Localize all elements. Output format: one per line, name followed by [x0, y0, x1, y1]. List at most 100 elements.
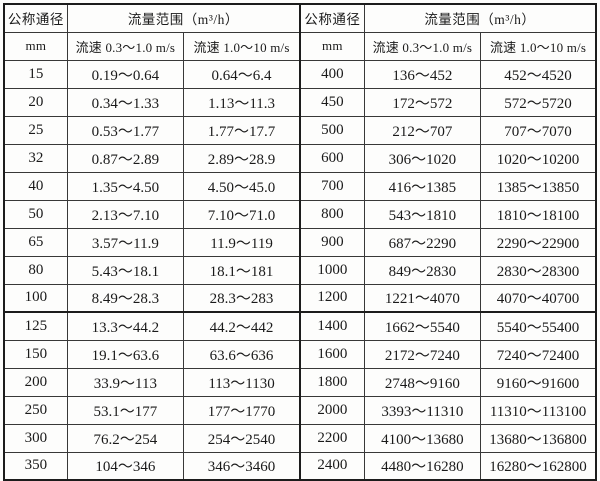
flow-cell: 452～4520 — [480, 59, 597, 89]
flow-cell: 849～2830 — [363, 255, 482, 285]
flow-cell: 687～2290 — [363, 227, 482, 257]
high-velocity-header-right: 流速 1.0～10 m/s — [480, 31, 597, 61]
table-row: 32 0.87～2.89 2.89～28.9 600 306～1020 1020～1020… — [3, 143, 597, 173]
table-body: 15 0.19～0.64 0.64～6.4 400 136～452 452～4520 20 0… — [3, 59, 597, 481]
dn-cell: 200 — [3, 367, 68, 397]
low-velocity-header-left: 流速 0.3～1.0 m/s — [66, 31, 185, 61]
dn-cell: 1400 — [298, 311, 365, 341]
flow-cell: 28.3～283 — [183, 283, 301, 313]
flow-cell: 2.89～28.9 — [183, 143, 301, 173]
flow-cell: 5.43～18.1 — [66, 255, 185, 285]
dn-cell: 100 — [3, 283, 68, 313]
dn-cell: 40 — [3, 171, 68, 201]
flow-cell: 707～7070 — [480, 115, 597, 145]
flow-cell: 104～346 — [66, 451, 185, 481]
table-row: 150 19.1～63.6 63.6～636 1600 2172～7240 7240～72… — [3, 339, 597, 369]
flow-cell: 2.13～7.10 — [66, 199, 185, 229]
dn-cell: 1200 — [298, 283, 365, 313]
flow-cell: 0.19～0.64 — [66, 59, 185, 89]
flow-cell: 416～1385 — [363, 171, 482, 201]
dn-cell: 1000 — [298, 255, 365, 285]
flow-cell: 4480～16280 — [363, 451, 482, 481]
table-row: 25 0.53～1.77 1.77～17.7 500 212～707 707～7070 — [3, 115, 597, 145]
dn-cell: 25 — [3, 115, 68, 145]
flow-cell: 33.9～113 — [66, 367, 185, 397]
flow-range-header-left: 流量范围（m³/h） — [66, 3, 301, 33]
table-row: 300 76.2～254 254～2540 2200 4100～13680 13680～1… — [3, 423, 597, 453]
flow-cell: 3393～11310 — [363, 395, 482, 425]
table-row: 100 8.49～28.3 28.3～283 1200 1221～4070 4070～40… — [3, 283, 597, 313]
unit-mm-right: mm — [298, 31, 365, 61]
dn-cell: 2200 — [298, 423, 365, 453]
table-row: 350 104～346 346～3460 2400 4480～16280 16280～16… — [3, 451, 597, 481]
flow-cell: 1221～4070 — [363, 283, 482, 313]
table-row: 20 0.34～1.33 1.13～11.3 450 172～572 572～5720 — [3, 87, 597, 117]
flow-range-table: 公称通径 流量范围（m³/h） 公称通径 流量范围（m³/h） mm 流速 0.… — [3, 3, 597, 481]
flow-cell: 0.64～6.4 — [183, 59, 301, 89]
flow-cell: 1020～10200 — [480, 143, 597, 173]
flow-cell: 1.77～17.7 — [183, 115, 301, 145]
flow-cell: 0.53～1.77 — [66, 115, 185, 145]
flow-cell: 8.49～28.3 — [66, 283, 185, 313]
dn-cell: 2000 — [298, 395, 365, 425]
dn-cell: 400 — [298, 59, 365, 89]
flow-cell: 4.50～45.0 — [183, 171, 301, 201]
diameter-header-left: 公称通径 — [3, 3, 68, 33]
flow-cell: 1385～13850 — [480, 171, 597, 201]
flow-cell: 1662～5540 — [363, 311, 482, 341]
flow-cell: 4070～40700 — [480, 283, 597, 313]
flow-cell: 44.2～442 — [183, 311, 301, 341]
table-row: 80 5.43～18.1 18.1～181 1000 849～2830 2830～2830… — [3, 255, 597, 285]
dn-cell: 20 — [3, 87, 68, 117]
flow-cell: 13680～136800 — [480, 423, 597, 453]
flow-cell: 13.3～44.2 — [66, 311, 185, 341]
flow-cell: 11.9～119 — [183, 227, 301, 257]
dn-cell: 500 — [298, 115, 365, 145]
flow-cell: 172～572 — [363, 87, 482, 117]
dn-cell: 300 — [3, 423, 68, 453]
diameter-header-right: 公称通径 — [298, 3, 365, 33]
dn-cell: 15 — [3, 59, 68, 89]
flow-cell: 543～1810 — [363, 199, 482, 229]
flow-cell: 16280～162800 — [480, 451, 597, 481]
flow-cell: 177～1770 — [183, 395, 301, 425]
dn-cell: 80 — [3, 255, 68, 285]
table-row: 250 53.1～177 177～1770 2000 3393～11310 11310～1… — [3, 395, 597, 425]
header-row-titles: 公称通径 流量范围（m³/h） 公称通径 流量范围（m³/h） — [3, 3, 597, 33]
flow-range-header-right: 流量范围（m³/h） — [363, 3, 597, 33]
dn-cell: 700 — [298, 171, 365, 201]
flow-cell: 2172～7240 — [363, 339, 482, 369]
flow-cell: 4100～13680 — [363, 423, 482, 453]
flow-cell: 0.87～2.89 — [66, 143, 185, 173]
flow-cell: 76.2～254 — [66, 423, 185, 453]
dn-cell: 2400 — [298, 451, 365, 481]
dn-cell: 150 — [3, 339, 68, 369]
flow-cell: 2290～22900 — [480, 227, 597, 257]
dn-cell: 1800 — [298, 367, 365, 397]
table-row: 200 33.9～113 113～1130 1800 2748～9160 9160～916… — [3, 367, 597, 397]
flow-cell: 0.34～1.33 — [66, 87, 185, 117]
table-row: 50 2.13～7.10 7.10～71.0 800 543～1810 1810～1810… — [3, 199, 597, 229]
dn-cell: 600 — [298, 143, 365, 173]
flow-cell: 346～3460 — [183, 451, 301, 481]
flow-cell: 7.10～71.0 — [183, 199, 301, 229]
dn-cell: 50 — [3, 199, 68, 229]
table-row: 40 1.35～4.50 4.50～45.0 700 416～1385 1385～1385… — [3, 171, 597, 201]
flow-cell: 254～2540 — [183, 423, 301, 453]
flow-cell: 3.57～11.9 — [66, 227, 185, 257]
flow-cell: 7240～72400 — [480, 339, 597, 369]
flow-cell: 212～707 — [363, 115, 482, 145]
dn-cell: 350 — [3, 451, 68, 481]
table-header: 公称通径 流量范围（m³/h） 公称通径 流量范围（m³/h） mm 流速 0.… — [3, 3, 597, 61]
flow-cell: 9160～91600 — [480, 367, 597, 397]
table-row: 125 13.3～44.2 44.2～442 1400 1662～5540 5540～55… — [3, 311, 597, 341]
flow-cell: 18.1～181 — [183, 255, 301, 285]
flow-cell: 63.6～636 — [183, 339, 301, 369]
table-row: 15 0.19～0.64 0.64～6.4 400 136～452 452～4520 — [3, 59, 597, 89]
unit-mm-left: mm — [3, 31, 68, 61]
dn-cell: 65 — [3, 227, 68, 257]
flow-cell: 2830～28300 — [480, 255, 597, 285]
flow-cell: 1.13～11.3 — [183, 87, 301, 117]
flow-cell: 1.35～4.50 — [66, 171, 185, 201]
